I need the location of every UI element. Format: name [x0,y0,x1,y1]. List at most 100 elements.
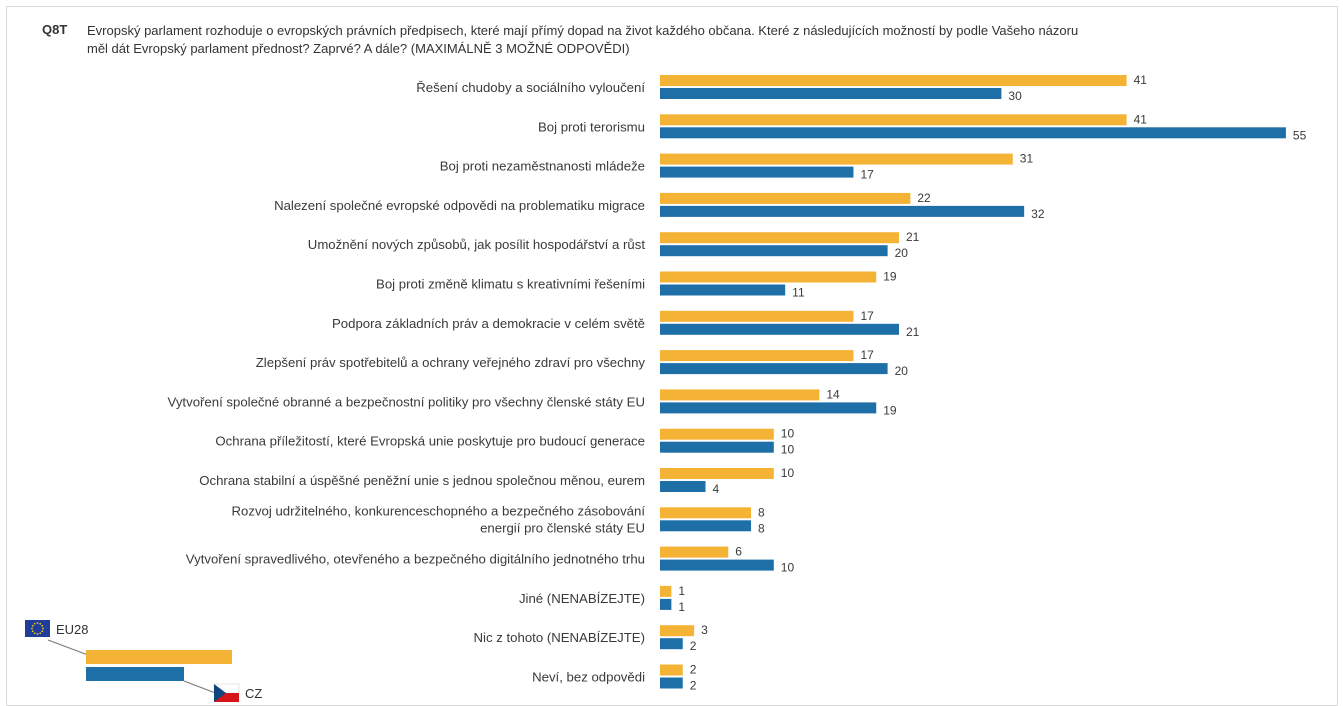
bar-eu28 [660,350,854,362]
value-label-eu28: 17 [860,309,874,323]
value-label-eu28: 19 [883,270,897,284]
category-label: Ochrana příležitostí, které Evropská uni… [215,434,645,449]
value-label-eu28: 14 [826,387,840,401]
question-id: Q8T [42,22,68,37]
bar-eu28 [660,192,911,204]
bar-cz [660,166,854,178]
eu-flag-star [36,633,39,635]
category-label: Neví, bez odpovědi [532,670,645,685]
bar-eu28 [660,664,683,676]
bar-cz [660,402,877,414]
value-label-eu28: 10 [781,427,795,441]
value-label-eu28: 2 [690,663,697,677]
bar-eu28 [660,75,1127,86]
value-label-cz: 2 [690,639,697,653]
value-label-cz: 32 [1031,207,1045,221]
value-label-eu28: 1 [678,584,685,598]
eu-flag-star [41,624,44,627]
legend-swatch-cz [86,667,184,681]
category-label-line-2: energií pro členské státy EU [480,520,645,535]
eu-flag-star [41,630,44,633]
value-label-eu28: 41 [1134,112,1148,126]
question-line-1: Evropský parlament rozhoduje o evropskýc… [87,23,1079,38]
legend-label-cz: CZ [245,686,262,701]
category-label: Nic z tohoto (NENABÍZEJTE) [474,630,645,645]
legend-leader-cz [183,680,219,695]
bar-cz [660,677,683,689]
eu-flag-star [42,627,44,630]
value-label-cz: 19 [883,403,897,417]
eu-flag-star [33,622,36,625]
category-label: Ochrana stabilní a úspěšné peněžní unie … [199,473,645,488]
bar-cz [660,441,774,453]
category-label: Umožnění nových způsobů, jak posílit hos… [308,237,646,252]
czech-flag-triangle [214,684,226,702]
category-label-line-1: Rozvoj udržitelného, konkurenceschopného… [232,503,646,518]
czech-flag-red [214,693,239,702]
bar-eu28 [660,428,774,440]
bar-cz [660,88,1002,99]
category-label: Řešení chudoby a sociálního vyloučení [416,80,645,95]
value-label-cz: 4 [713,482,720,496]
bar-cz [660,481,706,492]
bar-eu28 [660,625,695,637]
value-label-eu28: 21 [906,230,920,244]
bar-cz [660,205,1025,217]
bar-cz [660,559,774,571]
value-label-cz: 21 [906,325,920,339]
category-label: Jiné (NENABÍZEJTE) [519,591,645,606]
category-label: Boj proti změně klimatu s kreativními ře… [376,277,645,292]
value-label-cz: 11 [792,286,805,300]
value-label-cz: 10 [781,443,795,457]
question-text: Evropský parlament rozhoduje o evropskýc… [87,22,1327,58]
eu-flag-star [33,632,36,635]
value-label-cz: 1 [678,600,685,614]
value-label-eu28: 3 [701,623,708,637]
value-label-cz: 10 [781,561,795,575]
bar-eu28 [660,310,854,322]
category-label: Nalezení společné evropské odpovědi na p… [274,198,645,213]
bar-cz [660,127,1286,139]
bar-cz [660,598,672,610]
eu-flag-star [36,622,39,624]
bar-cz [660,323,899,335]
bar-eu28 [660,389,820,401]
category-label: Zlepšení práv spotřebitelů a ochrany veř… [256,355,646,370]
eu-flag-star [39,632,42,635]
bar-cz [660,520,752,532]
value-label-cz: 2 [690,679,697,693]
value-label-eu28: 31 [1020,152,1034,166]
bar-eu28 [660,585,672,597]
legend-swatch-eu28 [86,650,232,664]
category-label: Boj proti nezaměstnanosti mládeže [440,159,645,174]
bar-eu28 [660,271,877,283]
value-label-eu28: 10 [781,466,795,480]
value-label-eu28: 22 [917,191,931,205]
bar-eu28 [660,232,899,244]
bar-eu28 [660,114,1127,126]
value-label-eu28: 8 [758,505,765,519]
category-label: Podpora základních práv a demokracie v c… [332,316,645,331]
category-label: Vytvoření spravedlivého, otevřeného a be… [186,552,645,567]
value-label-eu28: 41 [1134,73,1148,87]
value-label-eu28: 6 [735,545,742,559]
bar-eu28 [660,507,752,519]
value-label-cz: 17 [860,168,874,182]
bar-eu28 [660,546,729,558]
legend-leader-eu28 [47,639,89,656]
bar-eu28 [660,468,774,479]
legend-label-eu28: EU28 [56,622,89,637]
value-label-cz: 55 [1293,128,1307,142]
bar-eu28 [660,153,1013,165]
eu-flag-star [39,622,42,625]
value-label-cz: 8 [758,521,765,535]
bar-cz [660,284,786,296]
value-label-cz: 20 [895,364,909,378]
eu-flag-star [31,627,33,630]
category-label: Boj proti terorismu [538,119,645,134]
value-label-eu28: 17 [860,348,874,362]
question-line-2: měl dát Evropský parlament přednost? Zap… [87,41,630,56]
bar-cz [660,638,683,650]
eu-flag-icon [25,620,50,637]
category-label: Vytvoření společné obranné a bezpečnostn… [168,394,645,409]
